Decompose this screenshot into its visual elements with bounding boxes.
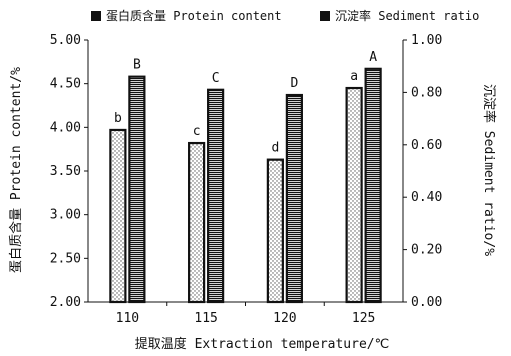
protein-significance-label: b: [114, 111, 122, 126]
sediment-bar: [364, 67, 382, 304]
x-axis-ticks: 110 115 120 125: [116, 302, 375, 326]
legend-label-protein: 蛋白质含量 Protein content: [106, 8, 282, 23]
left-tick-label: 5.00: [50, 33, 81, 48]
protein-bar: [345, 86, 363, 304]
protein-significance-label: c: [193, 124, 201, 139]
legend-swatch-protein: [91, 11, 101, 21]
x-tick-label: 125: [352, 311, 375, 326]
right-tick-label: 1.00: [411, 33, 442, 48]
protein-significance-label: a: [350, 69, 358, 84]
sediment-significance-label: B: [133, 58, 141, 73]
x-tick-label: 120: [273, 311, 296, 326]
sediment-significance-label: D: [290, 76, 298, 91]
sediment-bar: [285, 93, 303, 304]
sediment-significance-label: C: [212, 71, 220, 86]
left-tick-label: 4.50: [50, 77, 81, 92]
left-axis-ticks: 2.00 2.50 3.00 3.50 4.00 4.50 5.00: [50, 33, 88, 310]
right-tick-label: 0.40: [411, 190, 442, 205]
left-tick-label: 2.50: [50, 251, 81, 266]
right-axis-title: 沉淀率 Sediment ratio/%: [481, 84, 497, 256]
left-tick-label: 3.50: [50, 164, 81, 179]
protein-bar: [188, 141, 206, 304]
legend: 蛋白质含量 Protein content 沉淀率 Sediment ratio: [91, 8, 479, 23]
legend-swatch-sediment: [320, 11, 330, 21]
sediment-bar: [128, 75, 146, 304]
right-axis-ticks: 0.00 0.20 0.40 0.60 0.80 1.00: [403, 33, 442, 310]
x-tick-label: 110: [116, 311, 139, 326]
left-axis-title: 蛋白质含量 Protein content/%: [8, 67, 24, 273]
x-tick-label: 115: [194, 311, 217, 326]
x-axis-title: 提取温度 Extraction temperature/℃: [135, 336, 389, 352]
protein-significance-label: d: [271, 141, 279, 156]
legend-label-sediment: 沉淀率 Sediment ratio: [335, 8, 479, 23]
right-tick-label: 0.20: [411, 243, 442, 258]
right-tick-label: 0.60: [411, 138, 442, 153]
left-tick-label: 2.00: [50, 295, 81, 310]
sediment-bar: [207, 88, 225, 304]
right-tick-label: 0.00: [411, 295, 442, 310]
right-tick-label: 0.80: [411, 85, 442, 100]
protein-bar: [266, 158, 284, 304]
bars: b Bc Cd D aA: [109, 50, 382, 304]
sediment-significance-label: A: [369, 50, 377, 65]
left-tick-label: 4.00: [50, 120, 81, 135]
protein-bar: [109, 128, 127, 304]
left-tick-label: 3.00: [50, 208, 81, 223]
